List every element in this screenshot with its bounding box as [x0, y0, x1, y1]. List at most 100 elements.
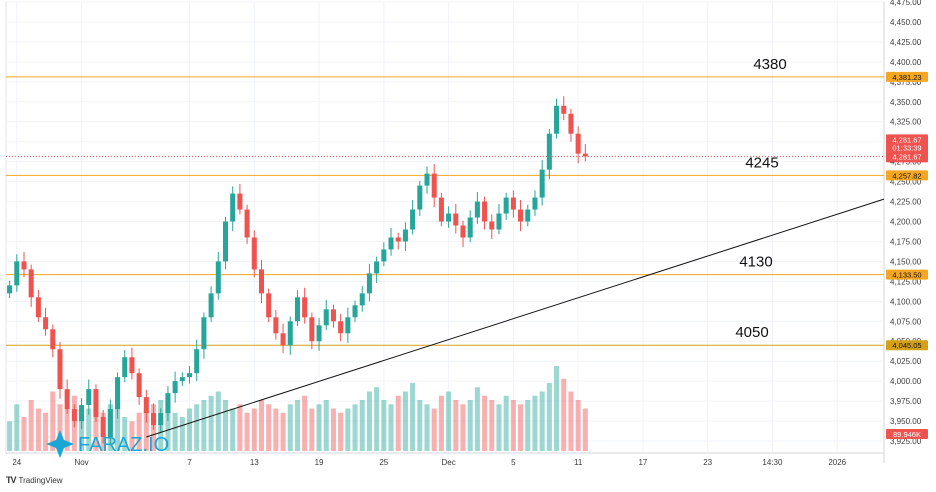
- volume-bar: [244, 412, 250, 451]
- candle-body: [561, 105, 567, 114]
- level-label: 4130: [739, 254, 772, 271]
- candle-body: [251, 237, 257, 270]
- candle-body: [158, 413, 164, 426]
- candle-body: [496, 213, 502, 230]
- volume-bar: [194, 404, 200, 451]
- candle-body: [345, 317, 351, 334]
- candle-body: [302, 297, 308, 318]
- candle-body: [489, 221, 495, 230]
- candle-body: [21, 261, 27, 270]
- candle-body: [230, 193, 236, 222]
- volume-bar: [388, 404, 394, 451]
- x-tick-label: 2026: [828, 458, 846, 467]
- candle-body: [57, 349, 63, 390]
- volume-bar: [518, 404, 524, 451]
- volume-bar: [35, 408, 41, 451]
- y-tick-label: 4,475.00: [890, 0, 922, 7]
- volume-bar: [561, 378, 567, 451]
- level-badge: [886, 340, 928, 351]
- volume-bar: [316, 404, 322, 451]
- current-price-badge: [886, 134, 928, 163]
- level-label: 4245: [745, 154, 778, 171]
- candle-body: [582, 153, 588, 157]
- volume-bar: [575, 400, 581, 451]
- candle-body: [323, 309, 329, 326]
- candle-body: [417, 185, 423, 210]
- level-badge-text: 4,133.50: [892, 271, 921, 280]
- y-tick-label: 4,175.00: [890, 237, 922, 246]
- volume-bar: [532, 395, 538, 451]
- y-tick-label: 4,075.00: [890, 317, 922, 326]
- y-tick-label: 4,150.00: [890, 257, 922, 266]
- candle-body: [352, 305, 358, 318]
- volume-bar: [496, 404, 502, 451]
- volume-bar: [136, 412, 142, 451]
- volume-bar: [14, 404, 20, 451]
- volume-bar: [122, 417, 128, 451]
- volume-bar: [258, 400, 265, 451]
- y-tick-label: 3,975.00: [890, 397, 922, 406]
- candle-body: [129, 357, 135, 374]
- volume-bar: [446, 391, 452, 451]
- candle-body: [28, 269, 34, 298]
- candle-body: [136, 373, 142, 398]
- candle-body: [460, 225, 466, 238]
- volume-bar: [28, 400, 34, 451]
- y-tick-label: 4,375.00: [890, 78, 922, 87]
- volume-bar: [309, 408, 315, 451]
- trend-line: [146, 198, 885, 438]
- footer-text: TradingView: [18, 475, 63, 485]
- volume-bar: [402, 391, 408, 451]
- volume-bar: [230, 408, 236, 451]
- level-label: 4050: [735, 324, 768, 341]
- volume-bar: [208, 395, 214, 451]
- volume-bar: [172, 412, 178, 451]
- volume-bar: [546, 383, 552, 451]
- y-tick-label: 4,400.00: [890, 58, 922, 67]
- candle-body: [201, 317, 207, 350]
- volume-bar: [287, 404, 293, 451]
- volume-bar: [251, 408, 257, 451]
- volume-bar: [79, 417, 85, 451]
- volume-bar: [21, 417, 27, 451]
- volume-bar: [453, 400, 459, 451]
- candle-body: [115, 377, 121, 410]
- candle-body: [79, 405, 85, 422]
- volume-bar: [460, 404, 466, 451]
- volume-bar: [539, 391, 545, 451]
- volume-bar: [395, 395, 401, 451]
- volume-bar: [273, 408, 279, 451]
- candle-body: [151, 413, 157, 426]
- volume-bar: [467, 400, 473, 451]
- volume-bar: [129, 421, 135, 451]
- volume-bar: [431, 408, 437, 451]
- candle-body: [359, 293, 365, 306]
- y-tick-label: 4,200.00: [890, 218, 922, 227]
- volume-bar: [345, 408, 351, 451]
- volume-bar: [143, 408, 149, 451]
- x-tick-label: 23: [703, 458, 712, 467]
- candle-body: [446, 213, 452, 222]
- x-tick-label: 13: [250, 458, 259, 467]
- candle-body: [316, 325, 322, 342]
- x-tick-label: 5: [511, 458, 516, 467]
- volume-bar: [266, 404, 272, 451]
- volume-bar: [215, 391, 221, 451]
- x-tick-label: 25: [379, 458, 388, 467]
- candle-body: [194, 349, 200, 374]
- candle-body: [330, 309, 336, 322]
- y-tick-label: 3,950.00: [890, 417, 922, 426]
- candle-body: [172, 381, 178, 394]
- level-badge: [886, 71, 928, 82]
- volume-bar: [115, 408, 121, 451]
- x-tick-label: 11: [574, 458, 583, 467]
- y-tick-label: 4,025.00: [890, 357, 922, 366]
- countdown-text: 01:33:39: [892, 143, 921, 152]
- candle-body: [71, 409, 77, 422]
- volume-bar: [381, 400, 387, 451]
- volume-bar: [179, 417, 185, 451]
- x-tick-label: Dec: [441, 458, 455, 467]
- volume-bar: [474, 387, 480, 451]
- volume-bar: [424, 404, 430, 451]
